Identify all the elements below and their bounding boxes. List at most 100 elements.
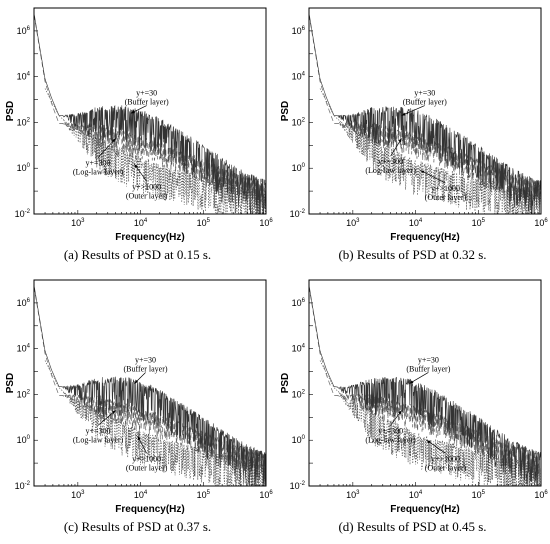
y-tick-base: 10 (292, 117, 302, 127)
x-tick-exponent: 6 (269, 218, 273, 224)
y-tick-label: 104 (17, 344, 31, 354)
x-tick-exponent: 5 (207, 490, 211, 496)
y-tick-exponent: -2 (25, 481, 31, 487)
annotation-arrowhead (111, 138, 116, 143)
y-tick-exponent: 4 (27, 72, 31, 78)
x-tick-base: 10 (346, 218, 356, 228)
annotation-loglaw-line: y+=300 (86, 159, 111, 168)
annotation-buffer-line: (Buffer layer) (403, 98, 447, 107)
x-tick-base: 10 (134, 490, 144, 500)
y-tick-exponent: 4 (302, 344, 306, 350)
x-tick-exponent: 6 (269, 490, 273, 496)
y-tick-label: 106 (17, 26, 31, 36)
y-tick-base: 10 (17, 298, 27, 308)
annotation-loglaw-line: y+=300 (378, 157, 403, 166)
y-tick-base: 10 (292, 435, 302, 445)
y-tick-label: 100 (17, 435, 31, 445)
x-tick-base: 10 (472, 218, 482, 228)
psd-chart-d: 103 104 105 10610-2100102104106Frequency(Hz… (280, 279, 548, 515)
annotation-arrowhead (134, 164, 138, 169)
x-tick-exponent: 5 (482, 490, 486, 496)
plot-frame (308, 279, 542, 487)
y-tick-base: 10 (292, 72, 302, 82)
x-tick-label: 104 (409, 218, 423, 228)
x-tick-exponent: 5 (207, 218, 211, 224)
y-tick-label: 106 (292, 298, 306, 308)
x-tick-base: 10 (472, 490, 482, 500)
annotation-arrow (401, 105, 425, 116)
y-tick-exponent: -2 (300, 209, 306, 215)
x-tick-label: 103 (346, 490, 360, 500)
psd-chart-a: 103 104 105 10610-2100102104106Frequency(Hz… (5, 7, 273, 243)
x-tick-label: 103 (71, 218, 85, 228)
psd-panel-a: 103 104 105 106 10-2 100 102 104 106 Frequency(Hz… (0, 0, 275, 272)
x-tick-exponent: 4 (144, 490, 148, 496)
y-tick-base: 10 (17, 389, 27, 399)
x-tick-base: 10 (534, 490, 544, 500)
plot-frame (33, 7, 267, 215)
y-tick-label: 106 (292, 26, 306, 36)
y-tick-exponent: -2 (300, 481, 306, 487)
y-tick-label: 104 (17, 72, 31, 82)
x-tick-exponent: 3 (356, 490, 360, 496)
x-tick-label: 106 (534, 218, 548, 228)
x-tick-exponent: 4 (419, 490, 423, 496)
y-tick-exponent: 4 (302, 72, 306, 78)
series-buffer (309, 285, 541, 486)
x-tick-base: 10 (534, 218, 544, 228)
y-tick-base: 10 (292, 389, 302, 399)
x-tick-base: 10 (346, 490, 356, 500)
y-tick-label: 102 (17, 117, 31, 127)
x-tick-exponent: 3 (81, 490, 85, 496)
annotation-outer-line: y+>1000 (132, 182, 161, 191)
y-tick-label: 10-2 (15, 209, 31, 219)
x-tick-exponent: 4 (419, 218, 423, 224)
x-tick-exponent: 3 (356, 218, 360, 224)
x-tick-base: 10 (71, 218, 81, 228)
series-outer (44, 360, 266, 486)
y-tick-exponent: 2 (27, 117, 31, 123)
annotation-buffer-line: (Buffer layer) (406, 364, 450, 373)
annotation-buffer-line: y+=30 (418, 355, 439, 364)
annotation-outer-line: (Outer layer) (425, 463, 467, 472)
x-tick-base: 10 (197, 490, 207, 500)
y-tick-base: 10 (292, 298, 302, 308)
y-tick-label: 104 (292, 72, 306, 82)
y-axis-label: PSD (280, 373, 291, 394)
y-tick-base: 10 (290, 481, 300, 491)
annotation-loglaw-line: (Log-law layer) (73, 435, 124, 444)
x-tick-exponent: 6 (544, 490, 548, 496)
x-tick-label: 104 (134, 490, 148, 500)
x-tick-label: 105 (472, 218, 486, 228)
y-tick-label: 10-2 (15, 481, 31, 491)
annotation-outer-line: (Outer layer) (126, 191, 168, 200)
psd-panel-d: 103 104 105 106 10-2 100 102 104 106 Frequency(Hz… (275, 272, 550, 544)
x-tick-base: 10 (259, 218, 269, 228)
x-tick-label: 106 (259, 218, 273, 228)
x-tick-exponent: 5 (482, 218, 486, 224)
x-tick-exponent: 4 (144, 218, 148, 224)
y-tick-base: 10 (15, 481, 25, 491)
annotation-outer-line: y+>1000 (132, 454, 161, 463)
caption-a: (a) Results of PSD at 0.15 s. (63, 247, 212, 262)
annotation-arrowhead (111, 410, 116, 415)
y-tick-label: 100 (292, 435, 306, 445)
y-tick-base: 10 (292, 26, 302, 36)
series-outer (44, 88, 266, 214)
annotation-loglaw-line: y+=300 (86, 426, 111, 435)
y-tick-label: 104 (292, 344, 306, 354)
y-tick-exponent: 0 (27, 163, 31, 169)
series-outer (319, 88, 541, 214)
y-tick-exponent: 6 (302, 26, 306, 32)
y-tick-exponent: 2 (27, 389, 31, 395)
series-outer (319, 360, 541, 486)
annotation-arrow (420, 170, 446, 184)
annotation-loglaw-line: (Log-law layer) (365, 435, 416, 444)
x-tick-label: 106 (534, 490, 548, 500)
series-buffer (309, 13, 541, 214)
x-axis-label: Frequency(Hz) (390, 232, 459, 243)
y-tick-exponent: -2 (25, 209, 31, 215)
annotation-arrowhead (130, 110, 135, 114)
y-tick-base: 10 (292, 163, 302, 173)
y-tick-label: 102 (292, 389, 306, 399)
